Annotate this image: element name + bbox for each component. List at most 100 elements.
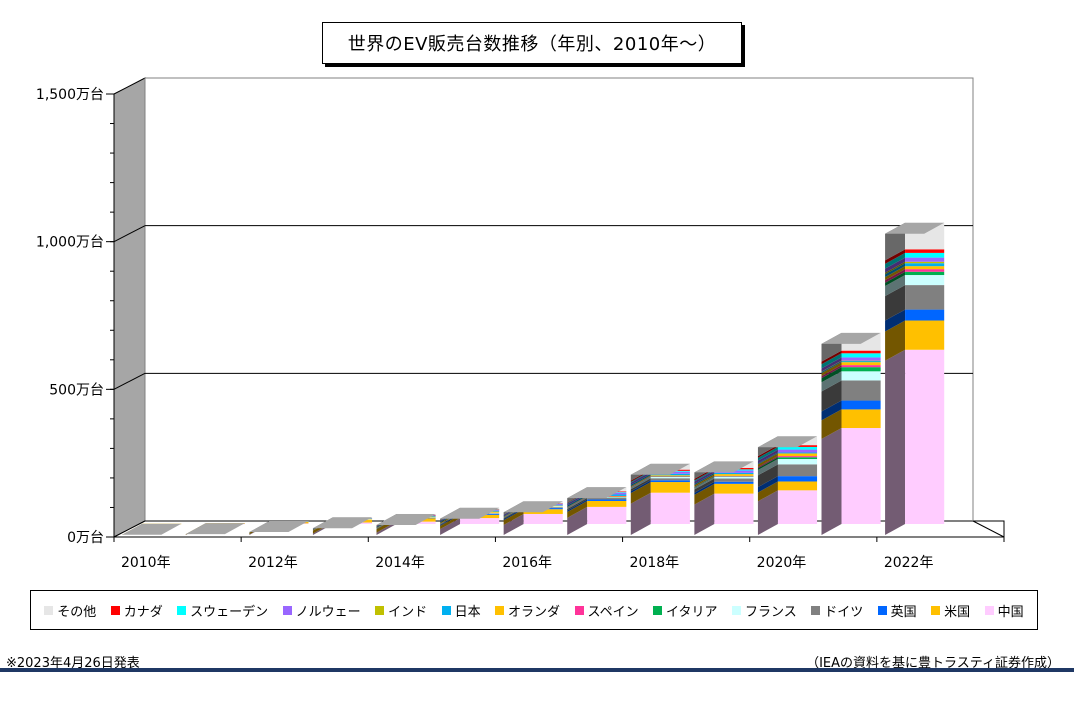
bar-segment xyxy=(841,353,881,358)
bar-segment-side xyxy=(567,499,588,512)
bar-segment xyxy=(777,490,818,524)
bar-segment-side xyxy=(885,266,906,281)
bar-segment xyxy=(777,456,818,458)
bar-segment-side xyxy=(885,269,906,283)
legend-label: 英国 xyxy=(890,604,917,620)
bar-segment-side xyxy=(694,476,715,490)
bar-segment-side xyxy=(885,309,906,332)
bar-stack-2022年 xyxy=(885,222,945,535)
bar-segment-side xyxy=(821,360,842,374)
bar-segment xyxy=(650,482,690,493)
bar-segment-side xyxy=(885,275,906,297)
release-date-note: ※2023年4月26日発表 xyxy=(6,656,140,671)
bar-segment-side xyxy=(567,498,588,511)
bar-segment xyxy=(777,457,818,460)
bar-segment-side xyxy=(757,452,778,465)
bar-stack-2010年 xyxy=(122,523,182,535)
bar-segment-side xyxy=(757,476,778,493)
legend-item: オランダ xyxy=(495,601,560,620)
bar-segment-side xyxy=(821,357,842,372)
bar-segment xyxy=(650,476,690,479)
legend-label: ノルウェー xyxy=(295,604,361,620)
bar-segment-side xyxy=(630,476,651,488)
floor-edge xyxy=(972,520,1005,538)
bar-segment-side xyxy=(630,476,651,490)
legend-swatch xyxy=(375,605,385,615)
bar-segment-side xyxy=(694,475,715,488)
bar-segment xyxy=(650,478,690,481)
bar-segment xyxy=(905,249,945,253)
bar-segment xyxy=(587,506,627,524)
bar-segment xyxy=(523,513,563,524)
bar-segment-side xyxy=(885,320,906,361)
bar-segment-side xyxy=(757,445,778,458)
bar-segment-side xyxy=(757,459,778,476)
bar-segment xyxy=(841,428,881,524)
bar-segment xyxy=(777,476,818,482)
bar-segment-side xyxy=(630,478,651,492)
bar-segment-side xyxy=(630,482,651,504)
bar-segment xyxy=(587,500,627,507)
bar-segment xyxy=(905,263,945,267)
legend-swatch xyxy=(877,605,887,615)
bar-segment xyxy=(777,446,818,450)
legend-label: 日本 xyxy=(454,604,481,620)
bar-segment xyxy=(905,275,945,286)
bar-segment-side xyxy=(821,371,842,392)
bar-segment-side xyxy=(757,449,778,464)
legend-item: その他 xyxy=(44,601,96,620)
bar-stack-2014年 xyxy=(376,513,436,535)
bar-top-cap xyxy=(376,513,436,525)
bar-segment xyxy=(777,464,818,477)
bar-segment-side xyxy=(757,464,778,488)
legend-item: スペイン xyxy=(574,601,639,620)
bar-segment xyxy=(905,285,945,310)
bar-segment xyxy=(587,498,627,500)
bar-segment xyxy=(650,492,690,524)
bar-stack-2020年 xyxy=(757,436,818,535)
bar-segment-side xyxy=(885,257,906,273)
legend-item: ノルウェー xyxy=(282,601,361,620)
x-tick-label: 2010年 xyxy=(121,555,171,571)
bar-segment xyxy=(714,483,754,494)
bar-segment xyxy=(841,365,881,368)
bar-segment xyxy=(905,271,945,276)
legend-item: イタリア xyxy=(653,601,718,620)
bar-segment xyxy=(905,269,945,272)
bar-top-cap xyxy=(503,501,563,513)
x-tick-label: 2012年 xyxy=(248,555,298,571)
legend-swatch xyxy=(984,605,994,615)
legend-item: インド xyxy=(375,601,427,620)
bar-segment xyxy=(650,480,690,483)
legend-item: フランス xyxy=(731,601,797,620)
legend-item: スウェーデン xyxy=(177,601,268,620)
bar-segment xyxy=(905,252,945,258)
bar-segment-side xyxy=(630,473,651,487)
bottom-divider xyxy=(0,668,1074,672)
bar-segment-side xyxy=(885,263,906,278)
legend-item: 米国 xyxy=(931,601,970,620)
bar-segment-side xyxy=(821,428,842,535)
bar-segment-side xyxy=(567,500,588,518)
bar-stack-2019年 xyxy=(694,461,754,535)
bar-segment xyxy=(777,453,818,457)
legend-swatch xyxy=(931,605,941,615)
bar-segment-side xyxy=(630,475,651,488)
bar-stack-2017年 xyxy=(567,487,627,535)
bar-segment-side xyxy=(821,353,842,369)
bar-segment-side xyxy=(821,365,842,379)
y-tick-label: 500万台 xyxy=(49,382,104,398)
bar-segment-side xyxy=(821,360,842,372)
gridline xyxy=(113,372,146,390)
bar-segment-side xyxy=(630,476,651,488)
bar-segment-side xyxy=(821,362,842,377)
bar-segment-side xyxy=(757,453,778,468)
bar-segment xyxy=(841,350,881,354)
bar-segment xyxy=(777,459,818,465)
bar-segment xyxy=(841,357,881,361)
bar-segment-side xyxy=(630,480,651,494)
bar-stack-2011年 xyxy=(185,523,245,535)
bar-segment xyxy=(650,476,690,477)
bar-segment-side xyxy=(694,470,715,484)
bar-segment xyxy=(841,360,881,362)
